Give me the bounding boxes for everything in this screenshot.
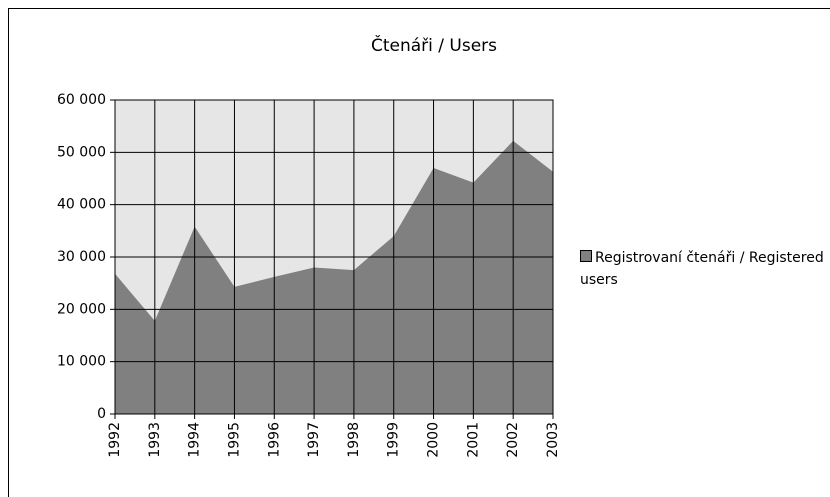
y-tick-label: 50 000 bbox=[57, 144, 106, 160]
y-tick-label: 30 000 bbox=[57, 249, 106, 265]
y-tick-label: 0 bbox=[97, 406, 106, 422]
y-tick-label: 40 000 bbox=[57, 197, 106, 213]
x-tick-label: 2003 bbox=[545, 422, 561, 458]
legend-swatch bbox=[580, 250, 592, 262]
x-tick-label: 2001 bbox=[465, 422, 481, 458]
x-tick-label: 1995 bbox=[226, 422, 242, 458]
area bbox=[115, 140, 553, 414]
x-tick-label: 1999 bbox=[386, 422, 402, 458]
x-tick-label: 2002 bbox=[505, 422, 521, 458]
x-tick-label: 1993 bbox=[147, 422, 163, 458]
chart-frame bbox=[8, 8, 830, 497]
x-tick-label: 2000 bbox=[426, 422, 442, 458]
y-tick-label: 10 000 bbox=[57, 354, 106, 370]
legend: Registrovaní čtenáři / Registered users bbox=[580, 247, 830, 291]
x-tick-label: 1996 bbox=[266, 422, 282, 458]
legend-label: Registrovaní čtenáři / Registered users bbox=[580, 250, 824, 288]
plot-border bbox=[114, 99, 554, 415]
x-tick-label: 1992 bbox=[107, 422, 123, 458]
x-tick-label: 1994 bbox=[187, 422, 203, 458]
x-tick-label: 1998 bbox=[346, 422, 362, 458]
x-tick-label: 1997 bbox=[306, 422, 322, 458]
chart-title: Čtenáři / Users bbox=[371, 34, 497, 56]
y-tick-label: 20 000 bbox=[57, 301, 106, 317]
y-tick-label: 60 000 bbox=[57, 92, 106, 108]
